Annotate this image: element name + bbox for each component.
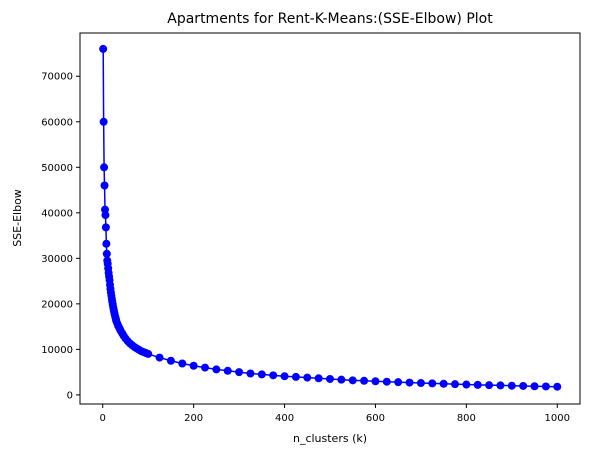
- data-point: [371, 377, 380, 386]
- x-tick-label: 200: [184, 413, 203, 424]
- y-axis-label: SSE-Elbow: [11, 189, 24, 247]
- data-point: [291, 372, 300, 381]
- data-point: [428, 379, 437, 388]
- y-tick-label: 10000: [41, 345, 73, 356]
- plot-frame: [79, 32, 581, 405]
- data-point: [201, 363, 209, 372]
- x-axis-label: n_clusters (k): [293, 432, 367, 445]
- data-point: [246, 369, 255, 378]
- data-point: [223, 366, 232, 375]
- data-point: [507, 381, 516, 390]
- data-point: [326, 374, 334, 383]
- data-point: [405, 378, 414, 387]
- data-point: [269, 371, 278, 380]
- x-axis: 0 200 400 600 800 1000: [100, 404, 570, 424]
- data-point: [541, 382, 550, 391]
- data-point: [212, 365, 221, 374]
- data-point: [303, 373, 312, 382]
- y-tick-label: 20000: [41, 299, 73, 310]
- data-point: [439, 379, 448, 388]
- data-point: [102, 239, 111, 248]
- data-point: [360, 376, 369, 385]
- x-tick-label: 600: [366, 413, 385, 424]
- data-point: [553, 382, 562, 391]
- x-tick-label: 1000: [545, 413, 570, 424]
- data-point: [496, 381, 505, 390]
- data-point: [144, 349, 153, 358]
- data-point: [155, 353, 164, 362]
- chart-title: Apartments for Rent-K-Means:(SSE-Elbow) …: [167, 11, 493, 27]
- data-point: [101, 211, 110, 220]
- y-tick-label: 0: [67, 390, 73, 401]
- x-tick-label: 0: [100, 413, 106, 424]
- data-point: [102, 249, 111, 258]
- data-point: [235, 368, 244, 377]
- data-point: [100, 163, 109, 172]
- data-point: [462, 380, 471, 389]
- y-tick-label: 30000: [41, 254, 73, 265]
- y-axis: 0 10000 20000 30000 40000 50000 60000 70000: [41, 72, 80, 401]
- y-tick-label: 70000: [41, 72, 73, 83]
- data-point: [519, 381, 528, 390]
- data-point: [416, 379, 425, 388]
- x-tick-label: 800: [457, 413, 476, 424]
- data-point: [473, 380, 482, 389]
- data-point: [530, 382, 539, 391]
- x-tick-label: 400: [275, 413, 294, 424]
- data-point: [485, 381, 494, 390]
- data-point: [189, 361, 198, 370]
- data-point: [166, 356, 175, 365]
- data-point: [451, 380, 459, 389]
- y-tick-label: 40000: [41, 208, 73, 219]
- data-point: [257, 370, 266, 379]
- data-point: [99, 44, 108, 53]
- data-point: [382, 377, 391, 386]
- series-layer: [99, 44, 562, 391]
- data-point: [280, 372, 289, 381]
- y-tick-label: 50000: [41, 163, 73, 174]
- data-point: [348, 376, 357, 385]
- y-tick-label: 60000: [41, 117, 73, 128]
- data-point: [99, 117, 108, 126]
- data-point: [101, 223, 110, 232]
- data-point: [314, 374, 323, 383]
- data-point: [178, 359, 187, 368]
- data-point: [100, 181, 109, 190]
- data-point: [394, 378, 403, 387]
- data-point: [337, 375, 346, 384]
